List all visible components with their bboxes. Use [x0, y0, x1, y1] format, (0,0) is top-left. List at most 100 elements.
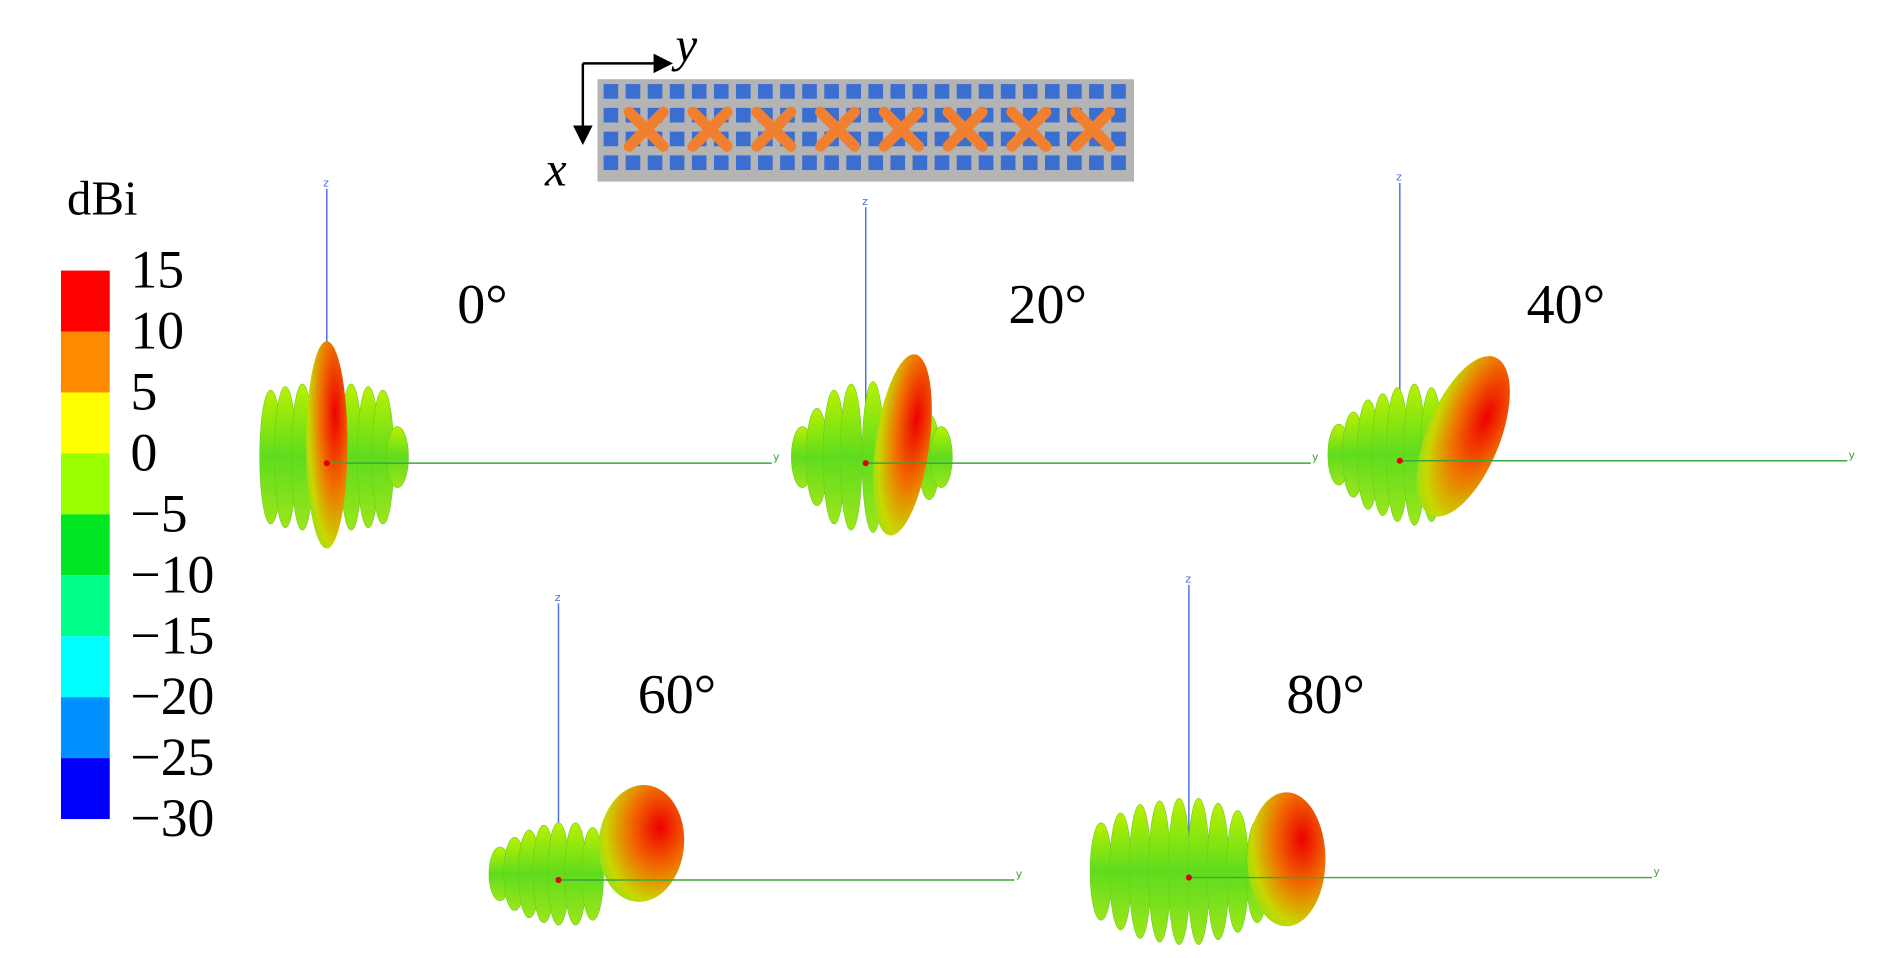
cross-element	[751, 106, 797, 152]
origin	[1185, 874, 1192, 881]
unit-cell	[758, 155, 773, 171]
unit-cell	[1089, 155, 1104, 171]
unit-cell	[956, 84, 972, 99]
cross-arm	[751, 106, 797, 152]
unit-cell	[1111, 131, 1126, 147]
cross-element	[1070, 106, 1116, 152]
side-lobe	[1148, 800, 1171, 943]
pattern: z y 80°	[1089, 573, 1660, 945]
unit-cell	[802, 155, 817, 171]
unit-cell	[647, 84, 663, 99]
cross-arm	[623, 106, 669, 152]
array-inset: y x	[544, 18, 1134, 196]
unit-cell	[846, 155, 861, 171]
unit-cell	[868, 155, 884, 171]
side-lobe	[1128, 804, 1152, 939]
colorbar-segment	[60, 697, 110, 759]
y-axis-label: y	[1016, 868, 1023, 881]
colorbar-segment	[60, 514, 110, 576]
unit-cell	[758, 84, 773, 99]
colorbar-tick-label: −25	[130, 727, 214, 787]
unit-cell	[780, 155, 795, 171]
unit-cell	[780, 84, 795, 99]
origin	[323, 460, 330, 467]
unit-cell	[956, 155, 972, 171]
colorbar-tick-label: −20	[130, 666, 214, 726]
unit-cell	[802, 107, 817, 123]
colorbar-tick-label: −15	[130, 605, 214, 665]
unit-cell	[868, 131, 884, 147]
unit-cell	[824, 155, 839, 171]
colorbar-tick-label: 10	[130, 301, 184, 361]
y-axis-label: y	[1312, 451, 1319, 464]
side-lobe	[1089, 822, 1113, 921]
side-lobe	[1187, 798, 1210, 945]
origin	[555, 876, 562, 884]
unit-cell	[1022, 155, 1038, 171]
side-lobe	[581, 827, 604, 921]
cross-element	[942, 106, 988, 152]
colorbar-tick-label: 15	[130, 240, 184, 300]
unit-cell	[1111, 84, 1126, 99]
cross-element	[1006, 106, 1052, 152]
unit-cell	[736, 84, 751, 99]
unit-cell	[736, 155, 751, 171]
unit-cell	[736, 131, 751, 147]
side-lobe	[1226, 810, 1249, 933]
side-lobe	[1206, 802, 1230, 941]
cross-element	[687, 106, 733, 152]
unit-cell	[1044, 84, 1060, 99]
colorbar-segment	[60, 636, 110, 698]
unit-cell	[691, 155, 707, 171]
steer-angle-label: 20°	[1008, 274, 1087, 336]
steer-angle-label: 0°	[457, 274, 507, 336]
unit-cell	[625, 84, 641, 99]
y-axis-label: y	[1849, 448, 1856, 461]
unit-cell	[802, 131, 817, 147]
colorbar-segment	[60, 331, 110, 393]
cross-element	[878, 106, 924, 152]
steer-angle-label: 40°	[1527, 274, 1606, 336]
cross-arm	[687, 106, 733, 152]
unit-cell	[1022, 84, 1038, 99]
cross-element	[815, 106, 861, 152]
legend-title: dBi	[67, 172, 137, 226]
unit-cell	[669, 107, 685, 123]
unit-cell	[1000, 84, 1016, 99]
cross-arm	[1070, 106, 1116, 152]
patterns: z y 0° z y 20° z y 40° z y 60° z y 80°	[259, 170, 1856, 945]
unit-cell	[603, 155, 619, 171]
unit-cell	[669, 84, 685, 99]
inset-y-label: y	[671, 18, 698, 72]
unit-cell	[603, 107, 619, 123]
pattern: z y 20°	[791, 195, 1319, 536]
unit-cell	[890, 155, 906, 171]
unit-cell	[824, 84, 839, 99]
substrate	[597, 79, 1134, 182]
unit-cell	[1067, 155, 1082, 171]
pattern: z y 0°	[259, 176, 780, 549]
unit-cell	[1089, 84, 1104, 99]
unit-cell	[1111, 155, 1126, 171]
origin	[1396, 457, 1403, 464]
side-lobe	[386, 426, 409, 488]
cross-arm	[815, 106, 861, 152]
colorbar-tick-label: −30	[130, 788, 214, 848]
colorbar-segment	[60, 758, 110, 820]
unit-cell	[934, 84, 950, 99]
pattern: z y 40°	[1327, 170, 1856, 526]
y-axis-label: y	[773, 451, 780, 464]
colorbar-segment	[60, 392, 110, 454]
colorbar-tick-label: −5	[130, 483, 187, 543]
unit-cell	[625, 155, 641, 171]
cross-element	[623, 106, 669, 152]
z-axis-label: z	[862, 195, 868, 208]
unit-cell	[603, 84, 619, 99]
unit-cell	[691, 84, 707, 99]
unit-cell	[603, 131, 619, 147]
unit-cell	[890, 84, 906, 99]
unit-cell	[868, 84, 884, 99]
unit-cell	[978, 84, 994, 99]
